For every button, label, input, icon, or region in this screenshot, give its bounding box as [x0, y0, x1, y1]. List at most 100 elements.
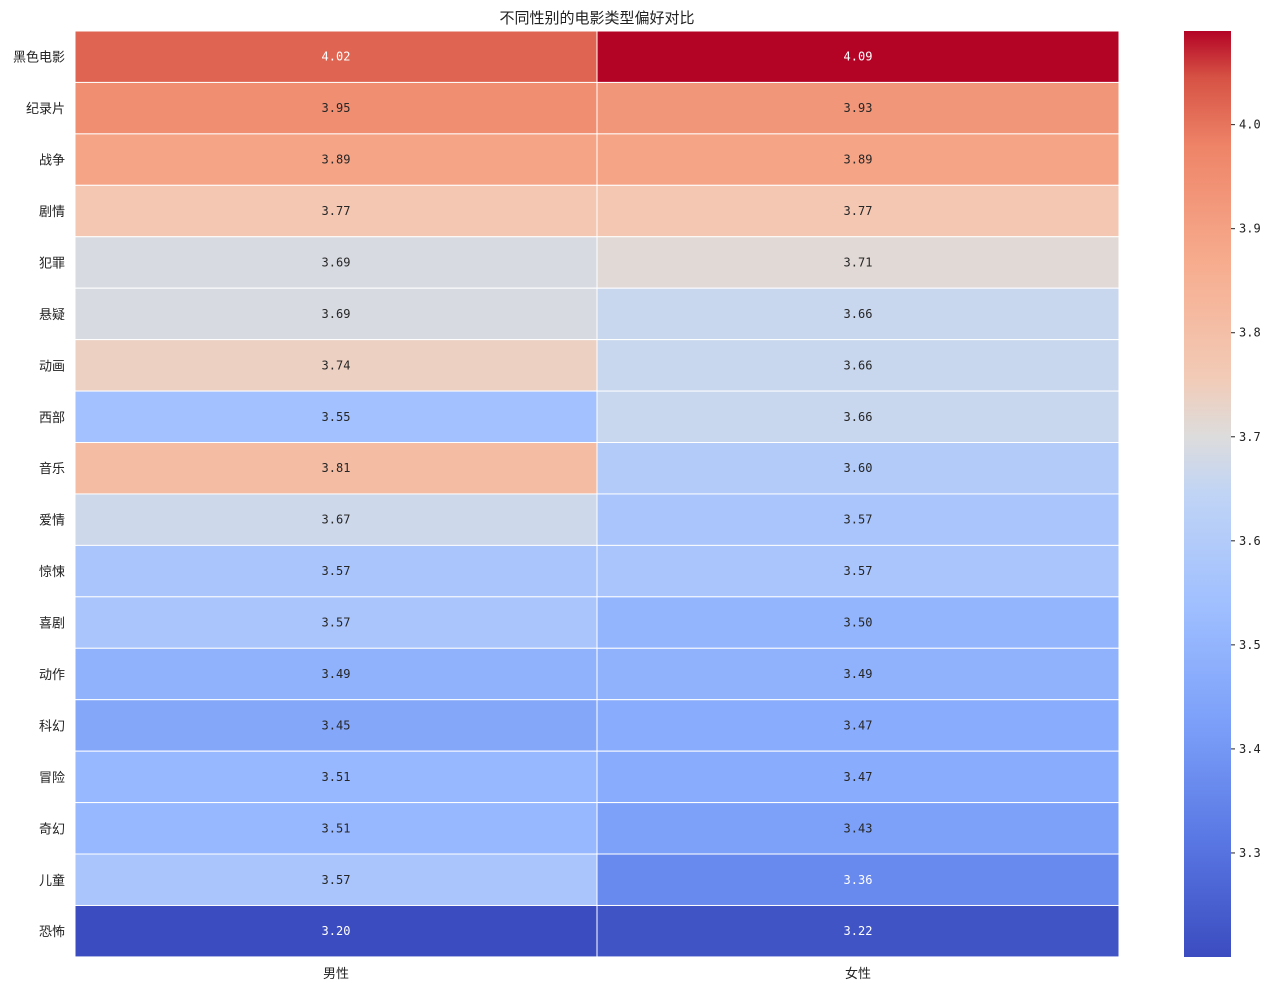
heatmap-cells: 4.02 4.09 3.95 3.93 3.89 3.89 3.77 3.77 3.69 3.71…	[74, 30, 1120, 958]
row-label: 儿童	[39, 873, 65, 889]
cell-value-label: 3.49	[322, 667, 351, 681]
heatmap-cell	[596, 390, 1120, 444]
cell-value-label: 3.47	[844, 770, 873, 784]
row-label: 恐怖	[39, 924, 65, 940]
colorbar-gradient	[1184, 31, 1231, 957]
cell-value-label: 3.36	[844, 873, 873, 887]
cell-value-label: 3.20	[322, 924, 351, 938]
colorbar-tick-label: 3.3	[1239, 846, 1261, 860]
cell-value-label: 3.43	[844, 821, 873, 835]
heatmap-cell	[74, 904, 598, 958]
cell-value-label: 3.57	[322, 616, 351, 630]
cell-value-label: 3.77	[844, 204, 873, 218]
cell-value-label: 3.22	[844, 924, 873, 938]
cell-value-label: 3.55	[322, 410, 351, 424]
row-label: 音乐	[39, 461, 65, 477]
row-label: 动画	[39, 359, 65, 374]
row-label: 爱情	[39, 514, 65, 529]
heatmap-cell	[596, 184, 1120, 238]
heatmap-cell	[596, 544, 1120, 598]
chart-title: 不同性别的电影类型偏好对比	[499, 9, 694, 27]
row-label: 战争	[39, 154, 65, 169]
heatmap-cell	[596, 750, 1120, 804]
cell-value-label: 3.60	[844, 461, 873, 475]
colorbar-tick-label: 3.6	[1239, 534, 1261, 548]
cell-value-label: 3.69	[322, 255, 351, 269]
heatmap-cell	[74, 544, 598, 598]
row-label: 奇幻	[39, 821, 65, 837]
cell-value-label: 3.95	[322, 101, 351, 115]
cell-value-label: 4.09	[844, 50, 873, 64]
heatmap-cell	[74, 133, 598, 186]
heatmap-cell	[74, 493, 598, 546]
heatmap-cell	[74, 647, 598, 701]
heatmap-cell	[596, 493, 1120, 546]
row-label: 犯罪	[39, 256, 65, 271]
row-label: 冒险	[39, 771, 65, 786]
colorbar-tick-label: 3.8	[1239, 326, 1261, 340]
column-label: 男性	[323, 967, 349, 982]
cell-value-label: 3.89	[844, 153, 873, 167]
cell-value-label: 3.74	[322, 358, 351, 372]
heatmap-cell	[596, 287, 1120, 341]
cell-value-label: 3.57	[322, 564, 351, 578]
cell-value-label: 3.51	[322, 821, 351, 835]
cell-value-label: 3.71	[844, 255, 873, 269]
heatmap-cell	[74, 390, 598, 444]
cell-value-label: 3.45	[322, 718, 351, 732]
heatmap-cell	[74, 699, 598, 752]
column-labels: 男性 女性	[323, 966, 871, 982]
heatmap-cell	[74, 750, 598, 804]
cell-value-label: 4.02	[322, 50, 351, 64]
cell-value-label: 3.49	[844, 667, 873, 681]
cell-value-label: 3.66	[844, 410, 873, 424]
heatmap-cell	[74, 802, 598, 855]
row-label: 悬疑	[39, 307, 65, 323]
heatmap-cell	[596, 339, 1120, 392]
colorbar-tick-label: 4.0	[1239, 118, 1261, 132]
heatmap-cell	[596, 133, 1120, 186]
heatmap-cell	[74, 442, 598, 495]
heatmap-cell	[596, 904, 1120, 958]
cell-value-label: 3.69	[322, 307, 351, 321]
cell-value-label: 3.66	[844, 358, 873, 372]
cell-value-label: 3.93	[844, 101, 873, 115]
cell-value-label: 3.77	[322, 204, 351, 218]
cell-value-label: 3.57	[844, 513, 873, 527]
heatmap-cell	[74, 81, 598, 135]
heatmap-cell	[596, 30, 1120, 83]
row-label: 喜剧	[39, 617, 65, 632]
heatmap-cell	[596, 236, 1120, 289]
cell-value-label: 3.89	[322, 153, 351, 167]
row-label: 动作	[39, 668, 65, 683]
cell-value-label: 3.50	[844, 616, 873, 630]
cell-value-label: 3.47	[844, 718, 873, 732]
column-label: 女性	[845, 966, 871, 982]
cell-value-label: 3.57	[844, 564, 873, 578]
row-label: 科幻	[39, 719, 65, 734]
heatmap-cell	[74, 30, 598, 83]
cell-value-label: 3.51	[322, 770, 351, 784]
row-label: 黑色电影	[13, 50, 65, 66]
row-label: 剧情	[39, 205, 65, 220]
heatmap-cell	[74, 596, 598, 649]
heatmap-cell	[596, 81, 1120, 135]
cell-value-label: 3.81	[322, 461, 351, 475]
colorbar-tick-label: 3.7	[1239, 430, 1261, 444]
row-label: 惊悚	[39, 565, 65, 580]
colorbar-tick-label: 3.9	[1239, 222, 1261, 236]
heatmap-cell	[74, 339, 598, 392]
heatmap-cell	[596, 647, 1120, 701]
row-label: 纪录片	[26, 102, 65, 117]
cell-value-label: 3.67	[322, 513, 351, 527]
row-label: 西部	[39, 411, 65, 426]
colorbar-tick-label: 3.5	[1239, 638, 1261, 652]
cell-value-label: 3.66	[844, 307, 873, 321]
heatmap-cell	[596, 442, 1120, 495]
colorbar: 3.3 3.4 3.5 3.6 3.7 3.8 3.9 4.0	[1184, 31, 1261, 957]
cell-value-label: 3.57	[322, 873, 351, 887]
colorbar-tick-label: 3.4	[1239, 742, 1261, 756]
heatmap-cell	[596, 699, 1120, 752]
